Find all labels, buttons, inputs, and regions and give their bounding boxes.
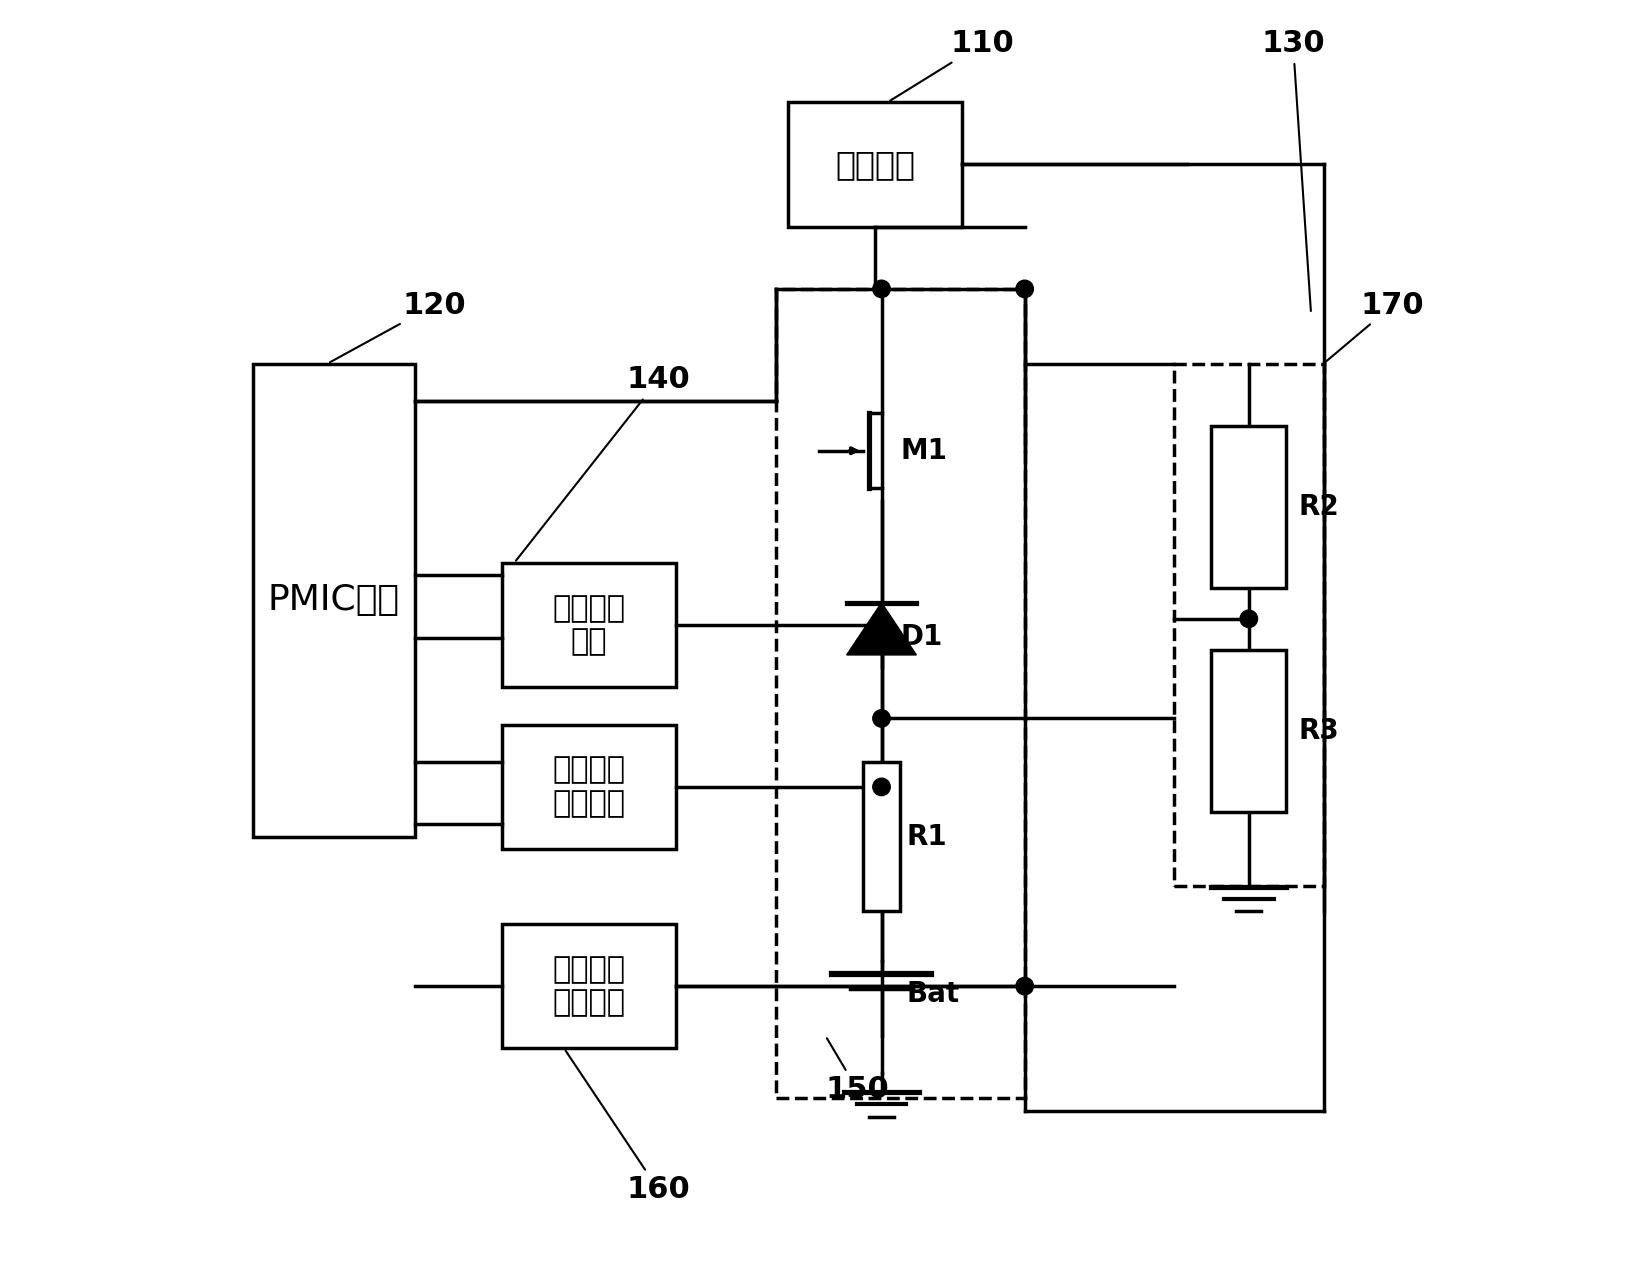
Text: 第一电压
检测模块: 第一电压 检测模块 — [553, 756, 626, 819]
Text: D1: D1 — [900, 623, 943, 652]
Text: 电流检测
模块: 电流检测 模块 — [553, 594, 626, 657]
Circle shape — [873, 778, 890, 796]
Text: PMIC模块: PMIC模块 — [267, 583, 400, 617]
Text: 140: 140 — [517, 366, 690, 561]
Text: 170: 170 — [1326, 291, 1425, 362]
Text: M1: M1 — [900, 437, 948, 465]
Text: 第二电压
检测模块: 第二电压 检测模块 — [553, 955, 626, 1017]
Text: 120: 120 — [330, 291, 466, 362]
Text: Bat: Bat — [906, 979, 959, 1007]
Bar — [502, 562, 677, 687]
Text: 130: 130 — [1261, 29, 1324, 311]
Bar — [502, 724, 677, 849]
Text: 150: 150 — [826, 1038, 890, 1104]
Circle shape — [873, 280, 890, 297]
Bar — [253, 363, 414, 836]
Text: R3: R3 — [1299, 717, 1339, 745]
Bar — [776, 289, 1025, 1098]
Bar — [502, 924, 677, 1048]
Bar — [788, 102, 963, 227]
Bar — [1212, 650, 1286, 812]
Bar — [1212, 426, 1286, 588]
Bar — [1174, 363, 1324, 886]
Text: R1: R1 — [906, 822, 948, 850]
Circle shape — [1015, 978, 1034, 995]
Text: 充电端口: 充电端口 — [835, 148, 915, 181]
Text: 160: 160 — [566, 1051, 690, 1204]
Bar — [863, 762, 900, 912]
Circle shape — [1015, 280, 1034, 297]
Text: 110: 110 — [890, 29, 1014, 101]
Circle shape — [873, 616, 890, 634]
Circle shape — [1240, 611, 1258, 627]
Text: R2: R2 — [1299, 492, 1339, 520]
Circle shape — [873, 710, 890, 727]
Polygon shape — [847, 603, 916, 655]
